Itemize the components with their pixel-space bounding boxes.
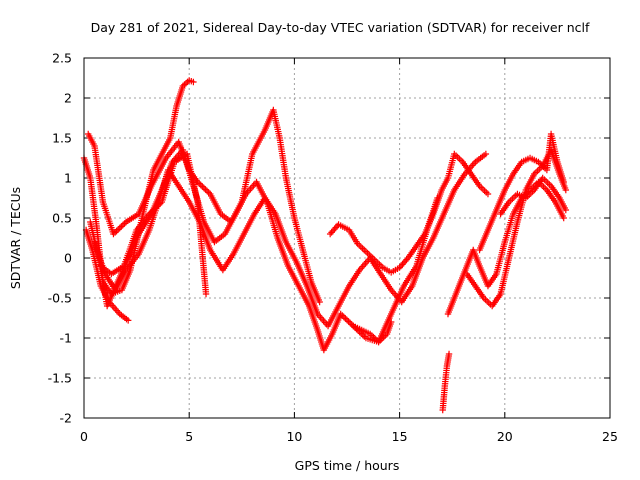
- data-points: [80, 77, 570, 414]
- data-point-marker: [387, 318, 395, 326]
- data-point-marker: [482, 150, 490, 158]
- y-tick-label: 1: [64, 171, 72, 186]
- data-point-marker: [342, 315, 349, 322]
- data-point-marker: [316, 298, 323, 306]
- data-point-marker: [119, 221, 127, 229]
- y-tick-label: -1: [60, 331, 72, 346]
- data-point-marker: [560, 178, 567, 186]
- series-track-10: [444, 178, 567, 318]
- x-tick-label: 0: [80, 429, 88, 444]
- y-tick-label: -0.5: [48, 291, 72, 306]
- y-tick-label: 0: [64, 251, 72, 266]
- data-point-marker: [202, 290, 210, 298]
- axis-ticks: 0 5 10 15 20 25 -2 -1.5 -1 -0.5 0 0.5 1 1.5 2 2.5: [48, 51, 618, 445]
- y-tick-label: 2: [64, 91, 72, 106]
- data-point-marker: [113, 227, 120, 235]
- data-point-marker: [484, 190, 492, 198]
- data-point-marker: [200, 184, 208, 192]
- grid-lines: [84, 58, 610, 418]
- data-point-marker: [343, 316, 351, 324]
- plot-frame: [83, 57, 611, 419]
- series-track-6: [97, 150, 210, 298]
- y-tick-label: 2.5: [52, 51, 72, 66]
- y-tick-label: 0.5: [52, 211, 72, 226]
- x-axis-label: GPS time / hours: [295, 458, 400, 473]
- x-tick-label: 10: [286, 429, 302, 444]
- data-point-marker: [116, 224, 123, 232]
- data-point-marker: [203, 187, 211, 195]
- y-tick-label: -2: [60, 411, 72, 426]
- x-tick-label: 25: [602, 429, 618, 444]
- data-point-marker: [199, 183, 206, 190]
- series-track-12: [476, 130, 567, 254]
- data-point-marker: [340, 313, 348, 321]
- data-point-marker: [197, 181, 204, 189]
- data-point-marker: [190, 78, 197, 86]
- x-tick-label: 5: [185, 429, 193, 444]
- data-point-marker: [118, 223, 125, 230]
- x-tick-label: 15: [392, 429, 408, 444]
- series-track-13: [497, 174, 570, 218]
- x-tick-label: 20: [497, 429, 513, 444]
- y-tick-label: 1.5: [52, 131, 72, 146]
- chart-title: Day 281 of 2021, Sidereal Day-to-day VTE…: [91, 20, 590, 35]
- data-point-marker: [445, 350, 453, 358]
- series-track-7: [326, 150, 492, 276]
- data-point-marker: [562, 206, 570, 214]
- data-point-marker: [562, 186, 570, 194]
- series-track-9: [439, 350, 453, 414]
- y-tick-label: -1.5: [48, 371, 72, 386]
- y-axis-label: SDTVAR / TECUs: [8, 187, 23, 289]
- data-point-marker: [202, 186, 209, 193]
- data-point-marker: [560, 214, 567, 222]
- data-point-marker: [124, 317, 132, 324]
- series-track-8: [350, 318, 395, 346]
- data-point-marker: [346, 319, 354, 327]
- data-point-marker: [345, 318, 352, 325]
